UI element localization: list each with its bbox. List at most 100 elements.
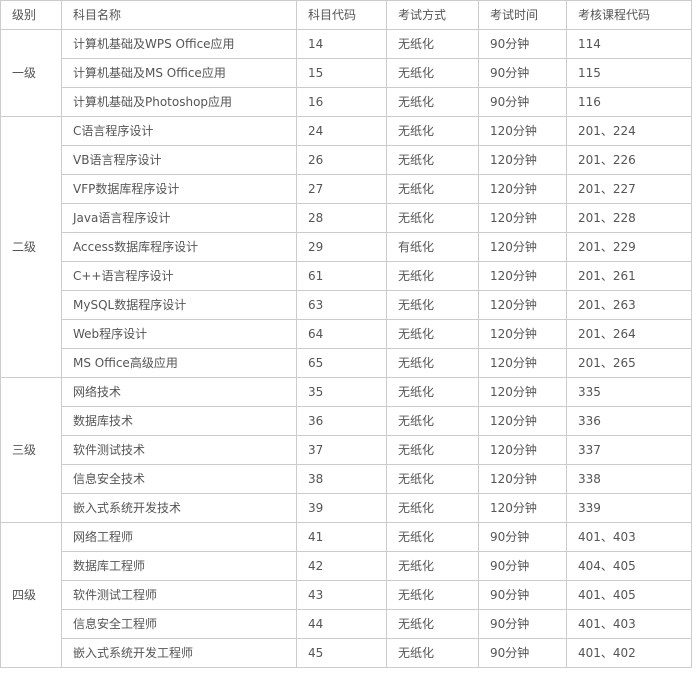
course-codes-cell: 201、265	[566, 348, 692, 378]
course-codes-cell: 201、227	[566, 174, 692, 204]
code-cell: 38	[296, 464, 387, 494]
method-cell: 无纸化	[386, 261, 479, 291]
header-row: 级别 科目名称 科目代码 考试方式 考试时间 考核课程代码	[0, 0, 692, 30]
duration-cell: 90分钟	[478, 29, 567, 59]
method-cell: 无纸化	[386, 609, 479, 639]
code-cell: 24	[296, 116, 387, 146]
code-cell: 61	[296, 261, 387, 291]
table-row: VB语言程序设计 26 无纸化 120分钟 201、226	[1, 145, 692, 175]
code-cell: 26	[296, 145, 387, 175]
table-row: 软件测试工程师 43 无纸化 90分钟 401、405	[1, 580, 692, 610]
code-cell: 45	[296, 638, 387, 668]
method-cell: 无纸化	[386, 638, 479, 668]
course-codes-cell: 201、263	[566, 290, 692, 320]
code-cell: 29	[296, 232, 387, 262]
course-codes-cell: 401、405	[566, 580, 692, 610]
subject-cell: 嵌入式系统开发技术	[61, 493, 297, 523]
subject-cell: Java语言程序设计	[61, 203, 297, 233]
subject-cell: 信息安全技术	[61, 464, 297, 494]
table-row: 数据库工程师 42 无纸化 90分钟 404、405	[1, 551, 692, 581]
course-codes-cell: 337	[566, 435, 692, 465]
subject-cell: 软件测试技术	[61, 435, 297, 465]
method-cell: 无纸化	[386, 464, 479, 494]
method-cell: 无纸化	[386, 203, 479, 233]
table-row: Web程序设计 64 无纸化 120分钟 201、264	[1, 319, 692, 349]
subject-cell: Web程序设计	[61, 319, 297, 349]
method-cell: 无纸化	[386, 87, 479, 117]
table-row: 嵌入式系统开发工程师 45 无纸化 90分钟 401、402	[1, 638, 692, 668]
code-cell: 39	[296, 493, 387, 523]
code-cell: 27	[296, 174, 387, 204]
method-cell: 无纸化	[386, 29, 479, 59]
code-cell: 43	[296, 580, 387, 610]
level-cell: 二级	[0, 116, 62, 378]
level-cell: 一级	[0, 29, 62, 117]
method-cell: 无纸化	[386, 145, 479, 175]
level-cell: 四级	[0, 522, 62, 668]
table-row: Access数据库程序设计 29 有纸化 120分钟 201、229	[1, 232, 692, 262]
column-header-level: 级别	[0, 0, 62, 30]
course-codes-cell: 401、403	[566, 609, 692, 639]
duration-cell: 120分钟	[478, 290, 567, 320]
code-cell: 44	[296, 609, 387, 639]
course-codes-cell: 201、228	[566, 203, 692, 233]
table-row: 软件测试技术 37 无纸化 120分钟 337	[1, 435, 692, 465]
method-cell: 无纸化	[386, 58, 479, 88]
duration-cell: 120分钟	[478, 232, 567, 262]
subject-cell: MS Office高级应用	[61, 348, 297, 378]
duration-cell: 120分钟	[478, 406, 567, 436]
method-cell: 无纸化	[386, 580, 479, 610]
code-cell: 64	[296, 319, 387, 349]
table-row: 嵌入式系统开发技术 39 无纸化 120分钟 339	[1, 493, 692, 523]
subject-cell: 计算机基础及WPS Office应用	[61, 29, 297, 59]
duration-cell: 90分钟	[478, 609, 567, 639]
subject-cell: 嵌入式系统开发工程师	[61, 638, 297, 668]
duration-cell: 120分钟	[478, 377, 567, 407]
course-codes-cell: 339	[566, 493, 692, 523]
table-row: 四级 网络工程师 41 无纸化 90分钟 401、403	[0, 522, 692, 668]
code-cell: 41	[296, 522, 387, 552]
course-codes-cell: 115	[566, 58, 692, 88]
method-cell: 无纸化	[386, 493, 479, 523]
duration-cell: 90分钟	[478, 87, 567, 117]
duration-cell: 90分钟	[478, 551, 567, 581]
course-codes-cell: 201、264	[566, 319, 692, 349]
subject-cell: 数据库技术	[61, 406, 297, 436]
course-codes-cell: 201、261	[566, 261, 692, 291]
subject-cell: VFP数据库程序设计	[61, 174, 297, 204]
duration-cell: 120分钟	[478, 348, 567, 378]
method-cell: 无纸化	[386, 551, 479, 581]
course-codes-cell: 404、405	[566, 551, 692, 581]
code-cell: 28	[296, 203, 387, 233]
table-row: 三级 网络技术 35 无纸化 120分钟 335	[0, 377, 692, 523]
subject-cell: 软件测试工程师	[61, 580, 297, 610]
table-row: C++语言程序设计 61 无纸化 120分钟 201、261	[1, 261, 692, 291]
duration-cell: 120分钟	[478, 493, 567, 523]
subject-cell: 信息安全工程师	[61, 609, 297, 639]
duration-cell: 120分钟	[478, 464, 567, 494]
duration-cell: 120分钟	[478, 435, 567, 465]
method-cell: 无纸化	[386, 377, 479, 407]
method-cell: 无纸化	[386, 435, 479, 465]
duration-cell: 120分钟	[478, 116, 567, 146]
column-header-exam-duration: 考试时间	[478, 0, 567, 30]
method-cell: 有纸化	[386, 232, 479, 262]
method-cell: 无纸化	[386, 290, 479, 320]
column-header-course-codes: 考核课程代码	[566, 0, 692, 30]
duration-cell: 90分钟	[478, 58, 567, 88]
course-codes-cell: 338	[566, 464, 692, 494]
duration-cell: 120分钟	[478, 319, 567, 349]
table-row: 二级 C语言程序设计 24 无纸化 120分钟 201、224	[0, 116, 692, 378]
duration-cell: 90分钟	[478, 522, 567, 552]
table-row: MySQL数据程序设计 63 无纸化 120分钟 201、263	[1, 290, 692, 320]
subject-cell: VB语言程序设计	[61, 145, 297, 175]
column-header-subject: 科目名称	[61, 0, 297, 30]
code-cell: 15	[296, 58, 387, 88]
subject-cell: Access数据库程序设计	[61, 232, 297, 262]
code-cell: 37	[296, 435, 387, 465]
course-codes-cell: 201、224	[566, 116, 692, 146]
code-cell: 14	[296, 29, 387, 59]
duration-cell: 120分钟	[478, 261, 567, 291]
table-row: Java语言程序设计 28 无纸化 120分钟 201、228	[1, 203, 692, 233]
